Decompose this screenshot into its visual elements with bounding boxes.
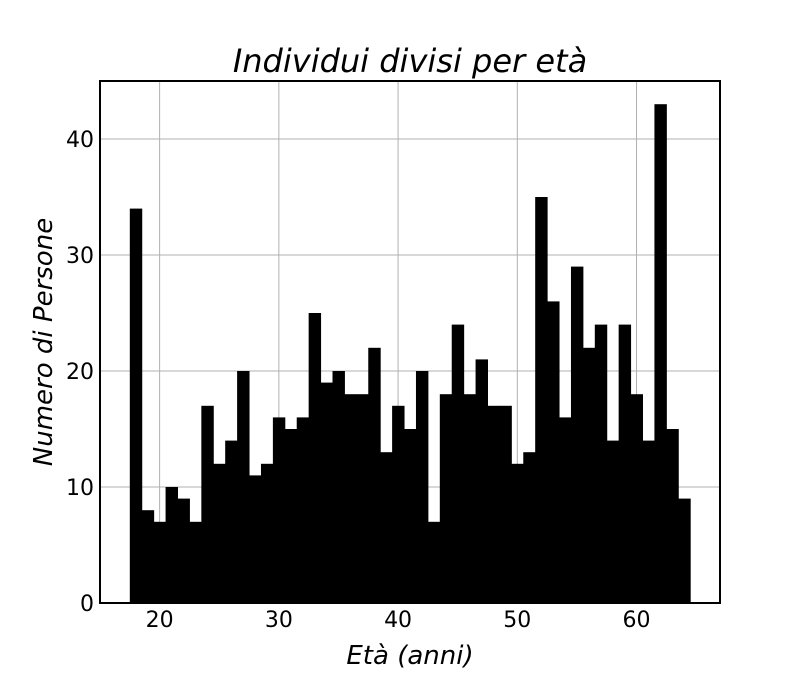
y-tick-label: 20 <box>66 360 94 385</box>
x-tick-label: 30 <box>265 608 293 633</box>
histogram-bar <box>427 521 441 603</box>
histogram-bar <box>141 510 155 603</box>
histogram-bar <box>559 417 572 603</box>
y-tick-label: 30 <box>66 244 94 269</box>
histogram-bar <box>618 324 632 603</box>
histogram-bar <box>678 498 691 603</box>
histogram-bar <box>213 463 226 603</box>
histogram-bar <box>165 487 178 603</box>
y-tick-label: 40 <box>66 128 94 153</box>
x-axis-label: Età (anni) <box>346 641 473 671</box>
histogram-bar <box>129 208 143 603</box>
histogram-bar <box>177 498 190 603</box>
plot-frame <box>99 80 721 604</box>
histogram-bar <box>523 452 536 603</box>
histogram-bar <box>189 521 202 603</box>
x-tick-label: 60 <box>623 608 651 633</box>
histogram-bar <box>153 521 167 603</box>
histogram-bar <box>356 394 369 603</box>
histogram-bar <box>570 266 584 603</box>
histogram-bar <box>463 394 477 603</box>
histogram-bar <box>594 324 608 603</box>
histogram-bar <box>606 440 620 603</box>
y-axis-ticks: 0 10 20 30 40 <box>66 128 94 617</box>
histogram-bar <box>296 417 310 603</box>
histogram-bar <box>499 405 512 603</box>
histogram-bar <box>654 104 667 603</box>
histogram-bar <box>368 347 381 603</box>
histogram-bar <box>225 440 238 603</box>
histogram-bar <box>666 429 679 603</box>
histogram-bar <box>344 394 357 603</box>
x-tick-label: 50 <box>503 608 531 633</box>
histogram-bar <box>415 371 429 603</box>
histogram-bar <box>535 197 548 603</box>
histogram-bar <box>380 452 393 603</box>
histogram-bar <box>451 324 465 603</box>
histogram-bar <box>392 405 405 603</box>
x-axis-ticks: 20 30 40 50 60 <box>146 608 651 633</box>
histogram-bar <box>582 347 596 603</box>
histogram-bar <box>308 313 322 603</box>
bars <box>129 104 691 603</box>
histogram-bar <box>404 429 417 603</box>
histogram-bar <box>511 463 524 603</box>
histogram-bar <box>284 429 298 603</box>
y-tick-label: 10 <box>66 476 94 501</box>
histogram-bar <box>249 475 262 603</box>
histogram-bar <box>237 371 250 603</box>
histogram-bar <box>439 394 453 603</box>
histogram-bar <box>272 417 286 603</box>
histogram-bar <box>630 394 643 603</box>
histogram-bar <box>547 301 560 603</box>
histogram-bar <box>332 371 345 603</box>
y-tick-label: 0 <box>80 592 94 617</box>
x-tick-label: 40 <box>384 608 412 633</box>
histogram-bar <box>487 405 500 603</box>
histogram-bar <box>642 440 655 603</box>
x-tick-label: 20 <box>146 608 174 633</box>
chart-title: Individui divisi per età <box>233 42 587 80</box>
histogram-bar <box>475 359 488 603</box>
histogram-bar <box>260 463 274 603</box>
histogram-bar <box>320 382 333 603</box>
histogram-bar <box>201 405 214 603</box>
y-axis-label: Numero di Persone <box>29 218 59 466</box>
